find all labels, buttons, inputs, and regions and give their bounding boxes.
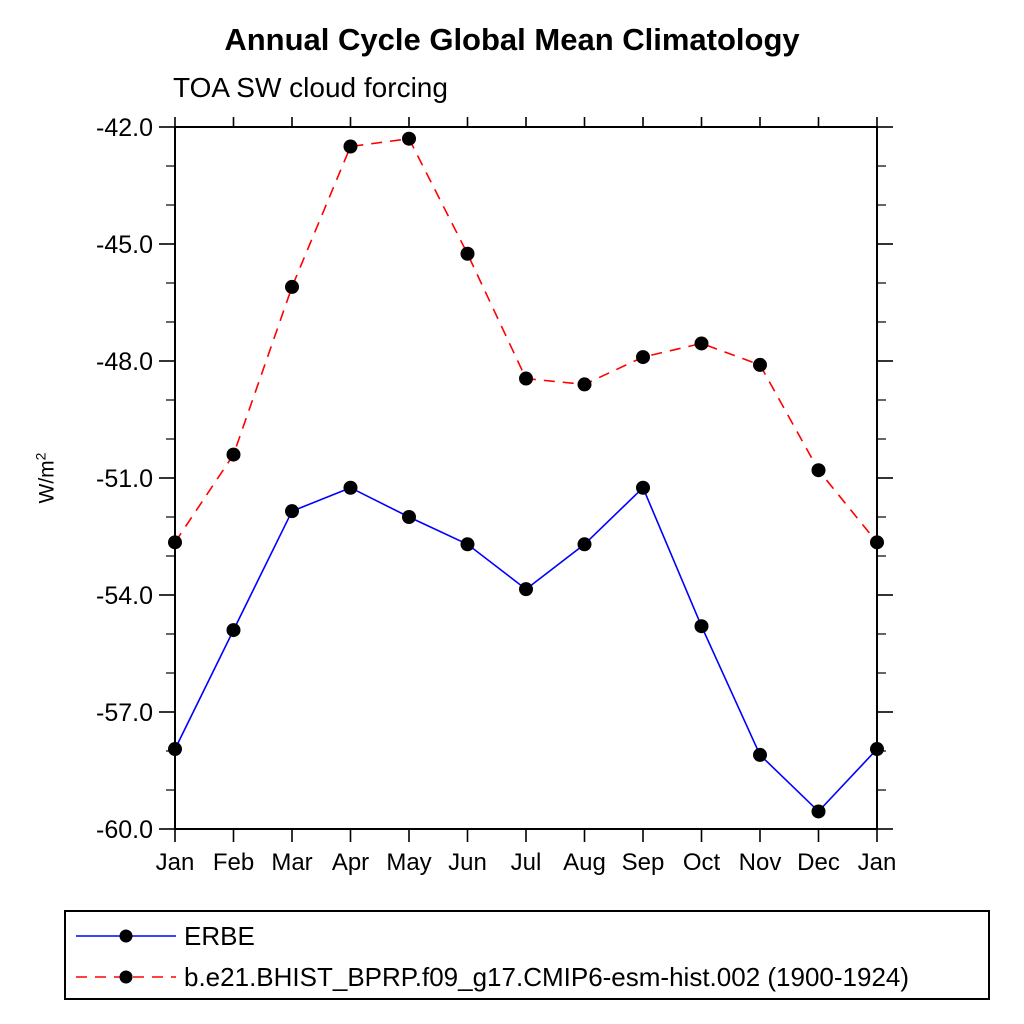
data-point-marker xyxy=(285,279,299,294)
svg-text:Nov: Nov xyxy=(739,849,782,876)
svg-text:Oct: Oct xyxy=(683,849,721,876)
svg-text:-51.0: -51.0 xyxy=(96,465,153,493)
legend-swatch-erbe xyxy=(76,929,176,943)
svg-text:-45.0: -45.0 xyxy=(96,231,153,259)
data-point-marker xyxy=(519,371,533,386)
svg-text:Jan: Jan xyxy=(858,849,897,876)
legend-marker xyxy=(119,970,133,984)
chart-subtitle: TOA SW cloud forcing xyxy=(173,72,448,103)
data-point-marker xyxy=(168,535,182,550)
data-point-marker xyxy=(226,623,241,638)
legend-marker xyxy=(119,929,133,943)
y-axis-ticks xyxy=(159,126,893,830)
svg-text:Mar: Mar xyxy=(271,849,312,876)
svg-text:May: May xyxy=(386,849,431,876)
data-point-marker xyxy=(694,619,709,634)
series-model xyxy=(168,131,884,550)
svg-text:-57.0: -57.0 xyxy=(96,699,153,727)
data-point-marker xyxy=(168,742,182,757)
data-point-marker xyxy=(870,742,884,757)
data-point-marker xyxy=(402,510,416,524)
series-line-model xyxy=(174,137,878,543)
data-point-marker xyxy=(636,480,650,495)
data-point-marker xyxy=(577,537,592,552)
legend-item-model: b.e21.BHIST_BPRP.f09_g17.CMIP6-esm-hist.… xyxy=(74,962,909,992)
data-point-marker xyxy=(343,139,358,154)
legend-swatch-model xyxy=(76,970,176,984)
data-point-marker xyxy=(460,246,475,261)
series-line-erbe xyxy=(174,486,878,813)
data-point-marker xyxy=(753,747,767,762)
data-point-marker xyxy=(519,582,533,597)
x-axis-ticks xyxy=(174,117,878,842)
svg-text:Apr: Apr xyxy=(332,849,369,876)
svg-text:-54.0: -54.0 xyxy=(96,582,153,610)
svg-text:Jul: Jul xyxy=(511,849,542,876)
svg-text:Jun: Jun xyxy=(448,849,487,876)
svg-text:Sep: Sep xyxy=(622,849,665,876)
svg-text:-48.0: -48.0 xyxy=(96,348,153,376)
x-tick-labels: Jan Feb Mar Apr May Jun Jul Aug Sep Oct Nov Dec Jan xyxy=(156,849,897,876)
chart-title: Annual Cycle Global Mean Climatology xyxy=(224,22,800,57)
data-point-marker xyxy=(285,504,299,519)
svg-text:Dec: Dec xyxy=(797,849,840,876)
legend-item-erbe: ERBE xyxy=(74,921,255,951)
data-point-marker xyxy=(577,377,592,392)
data-point-marker xyxy=(694,336,709,351)
data-point-marker xyxy=(460,537,475,552)
svg-text:Aug: Aug xyxy=(563,849,606,876)
y-tick-labels: -42.0 -45.0 -48.0 -51.0 -54.0 -57.0 -60.0 xyxy=(96,114,153,844)
data-point-marker xyxy=(753,357,767,372)
svg-text:Jan: Jan xyxy=(156,849,195,876)
data-point-marker xyxy=(811,463,826,478)
svg-text:Feb: Feb xyxy=(213,849,254,876)
axis-frame xyxy=(174,126,878,830)
legend-label-erbe: ERBE xyxy=(184,920,255,951)
data-point-marker xyxy=(402,131,416,146)
svg-text:-60.0: -60.0 xyxy=(96,816,153,844)
data-point-marker xyxy=(226,447,241,462)
legend: ERBE b.e21.BHIST_BPRP.f09_g17.CMIP6-esm-… xyxy=(64,910,990,1000)
legend-label-model: b.e21.BHIST_BPRP.f09_g17.CMIP6-esm-hist.… xyxy=(184,961,910,992)
data-point-marker xyxy=(636,350,650,365)
data-point-marker xyxy=(811,804,826,819)
data-point-marker xyxy=(343,480,358,495)
data-point-marker xyxy=(870,535,884,550)
series-erbe xyxy=(168,480,884,819)
svg-text:-42.0: -42.0 xyxy=(96,114,153,142)
